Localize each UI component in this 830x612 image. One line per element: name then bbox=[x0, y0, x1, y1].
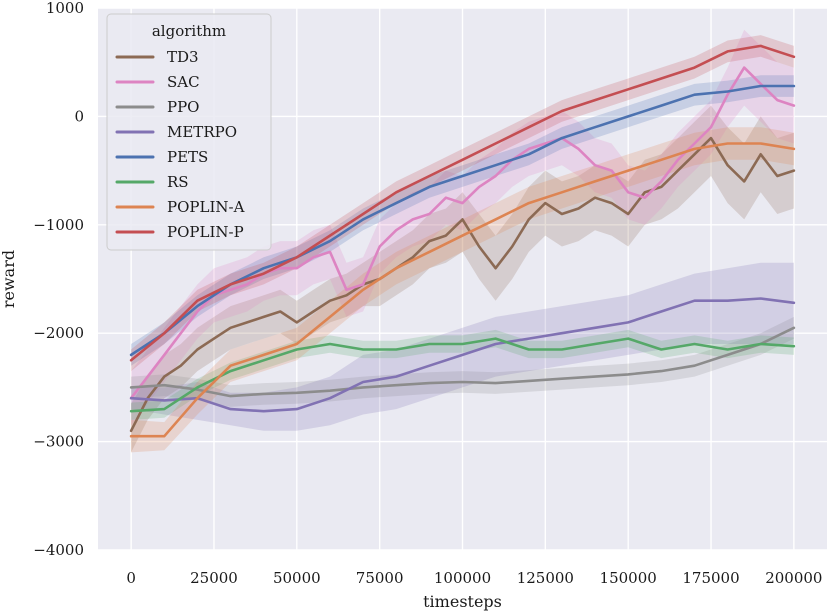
tick-labels: 0 25000 50000 75000 100000 125000 150000 175000… bbox=[33, 0, 822, 587]
ppo-band bbox=[131, 316, 794, 407]
legend-label-sac: SAC bbox=[167, 73, 200, 91]
x-tick-label: 100000 bbox=[434, 569, 491, 587]
poplin-a-band bbox=[131, 127, 794, 453]
grid bbox=[98, 7, 827, 551]
legend-items: TD3 SAC PPO METRPO PETS RS POPLIN-A POPLIN-P bbox=[115, 48, 245, 241]
legend-box bbox=[106, 13, 272, 251]
td3-line bbox=[129, 136, 796, 433]
y-tick-label: −1000 bbox=[33, 216, 84, 234]
metrpo-band bbox=[131, 262, 794, 431]
x-tick-label: 25000 bbox=[190, 569, 238, 587]
y-axis-label: reward bbox=[0, 250, 18, 308]
legend-label-ppo: PPO bbox=[167, 98, 199, 116]
x-axis-label: timesteps bbox=[423, 592, 502, 611]
x-tick-label: 125000 bbox=[517, 569, 574, 587]
metrpo-line bbox=[129, 297, 796, 413]
y-tick-label: 1000 bbox=[46, 0, 84, 17]
x-tick-label: 200000 bbox=[765, 569, 822, 587]
x-tick-label: 175000 bbox=[682, 569, 739, 587]
x-tick-label: 150000 bbox=[600, 569, 657, 587]
sac-line bbox=[129, 66, 796, 400]
legend: algorithm TD3 SAC PPO METRPO PETS RS POPLIN-A P… bbox=[106, 13, 272, 251]
legend-label-rs: RS bbox=[167, 173, 189, 191]
y-tick-label: −3000 bbox=[33, 433, 84, 451]
sac-band bbox=[131, 29, 794, 426]
series-lines bbox=[129, 44, 796, 438]
rs-band bbox=[131, 329, 794, 420]
x-tick-label: 75000 bbox=[356, 569, 404, 587]
x-tick-label: 50000 bbox=[273, 569, 321, 587]
legend-label-poplin-p: POPLIN-P bbox=[167, 223, 244, 241]
x-tick-label: 0 bbox=[126, 569, 136, 587]
legend-label-td3: TD3 bbox=[167, 48, 199, 66]
legend-title: algorithm bbox=[152, 22, 226, 40]
legend-label-pets: PETS bbox=[167, 148, 208, 166]
poplin-p-line bbox=[129, 44, 796, 362]
ppo-line bbox=[129, 326, 796, 398]
y-tick-label: −4000 bbox=[33, 541, 84, 559]
legend-label-metrpo: METRPO bbox=[167, 123, 237, 141]
pets-line bbox=[129, 84, 796, 357]
y-tick-label: −2000 bbox=[33, 324, 84, 342]
y-tick-label: 0 bbox=[74, 107, 84, 125]
poplin-a-line bbox=[129, 142, 796, 438]
legend-label-poplin-a: POPLIN-A bbox=[167, 198, 245, 216]
rs-line bbox=[129, 337, 796, 413]
